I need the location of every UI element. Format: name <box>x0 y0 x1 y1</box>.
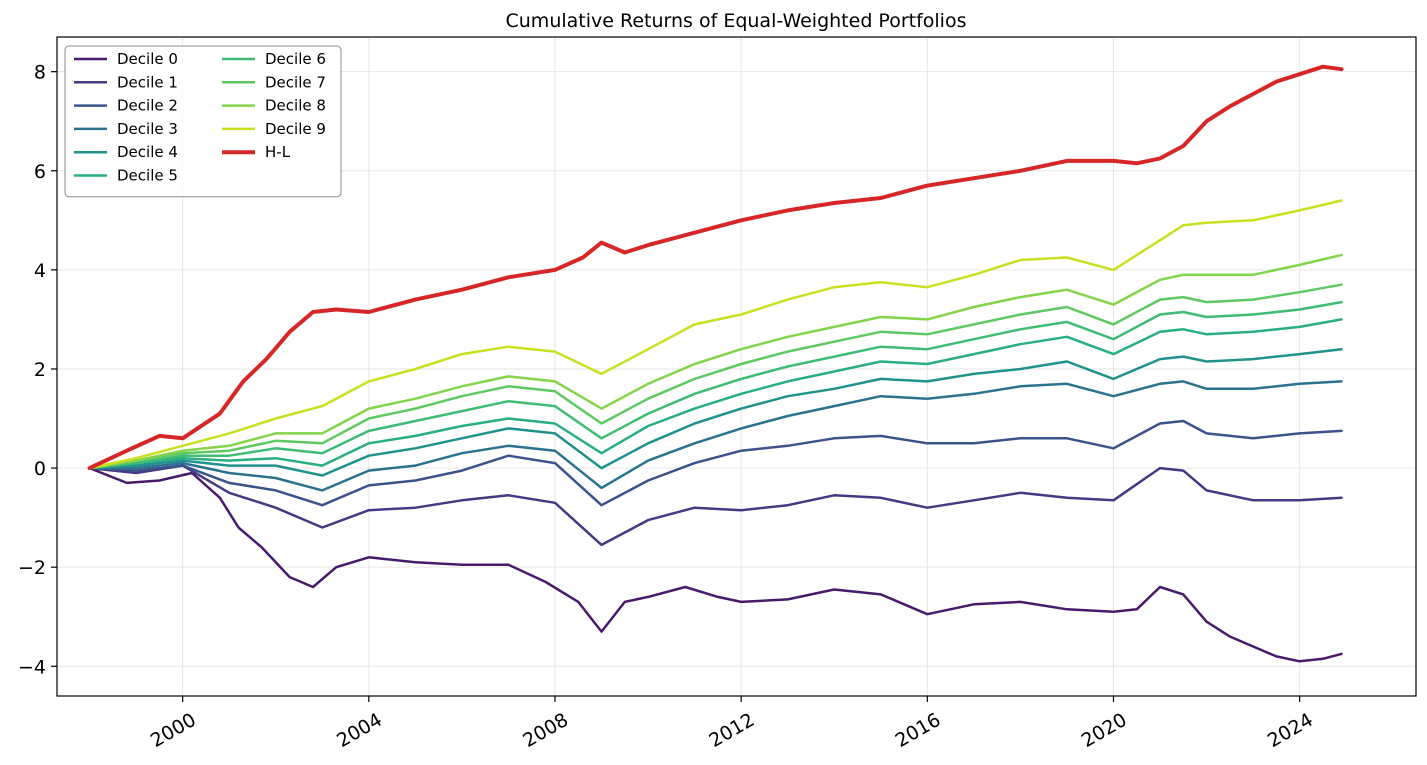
legend-label-decile-0: Decile 0 <box>117 50 178 68</box>
series-line-decile-0 <box>88 466 1343 663</box>
series-line-decile-4 <box>88 347 1343 477</box>
legend-label-decile-2: Decile 2 <box>117 97 178 115</box>
series-line-decile-1 <box>88 464 1343 547</box>
series-line-decile-5 <box>88 318 1343 470</box>
legend-label-decile-8: Decile 8 <box>265 97 326 115</box>
series-lines <box>87 64 1344 663</box>
chart-title: Cumulative Returns of Equal-Weighted Por… <box>506 10 967 32</box>
y-tick-label: 4 <box>34 260 46 282</box>
plot-area-frame <box>56 36 1417 697</box>
series-line-decile-7 <box>88 283 1343 470</box>
y-tick-label: 8 <box>34 62 46 84</box>
series-line-decile-6 <box>88 300 1343 470</box>
legend-label-decile-4: Decile 4 <box>117 143 178 161</box>
series-line-decile-3 <box>88 380 1343 492</box>
legend-label-decile-6: Decile 6 <box>265 50 326 68</box>
legend-label-decile-7: Decile 7 <box>265 73 326 91</box>
legend-label-h-l: H-L <box>265 143 291 161</box>
legend-label-decile-5: Decile 5 <box>117 167 178 185</box>
series-line-h-l <box>87 64 1344 471</box>
legend-label-decile-1: Decile 1 <box>117 73 178 91</box>
y-tick-label: −2 <box>18 557 46 579</box>
y-tick-label: 6 <box>34 161 46 183</box>
legend: Decile 0 Decile 1 Decile 2 Decile 3 Decile 4… <box>64 45 342 198</box>
series-line-decile-8 <box>88 253 1343 470</box>
grid-lines <box>57 37 1416 696</box>
y-tick-label: 2 <box>34 359 46 381</box>
series-line-decile-2 <box>88 419 1343 507</box>
legend-box <box>64 45 342 198</box>
legend-label-decile-3: Decile 3 <box>117 120 178 138</box>
y-tick-label: 0 <box>34 458 46 480</box>
legend-label-decile-9: Decile 9 <box>265 120 326 138</box>
y-tick-label: −4 <box>18 656 46 678</box>
series-line-decile-9 <box>88 199 1343 470</box>
